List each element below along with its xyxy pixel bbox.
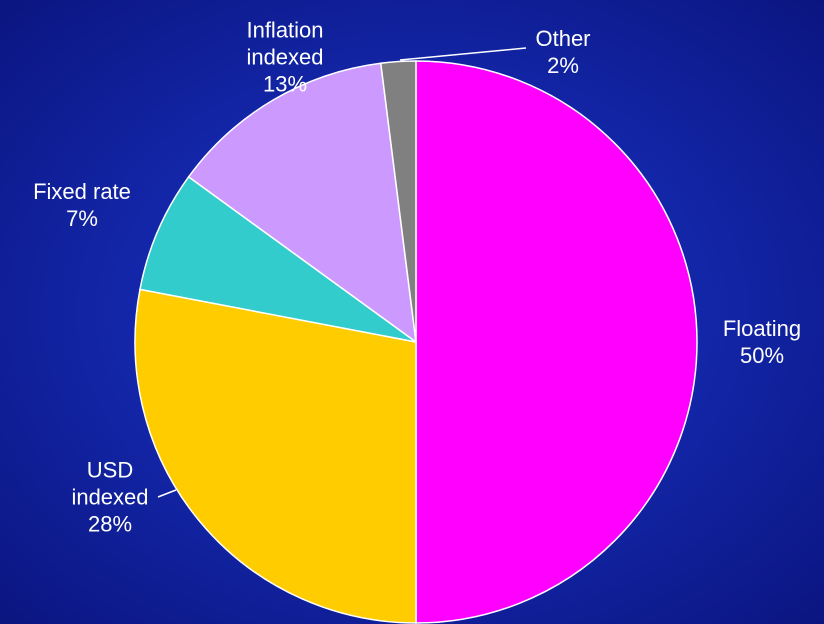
leader-line — [399, 47, 527, 61]
category-label: Floating — [722, 316, 802, 341]
pie-slice — [139, 175, 417, 343]
pie-slice — [134, 288, 417, 624]
value-label: 28% — [87, 511, 133, 537]
slice-label: USD indexed 28% — [65, 457, 155, 538]
slice-label: Other 2% — [518, 25, 608, 79]
category-label: USD indexed — [71, 457, 149, 510]
category-label: Inflation indexed — [246, 17, 324, 70]
category-label: Fixed rate — [33, 179, 131, 204]
value-label: 7% — [66, 206, 98, 231]
category-label: Other — [535, 26, 591, 51]
slice-label: Floating 50% — [692, 315, 824, 369]
pie-slice — [187, 62, 417, 344]
value-label: 13% — [262, 71, 308, 97]
value-label: 50% — [739, 343, 785, 368]
pie-slice — [415, 60, 698, 624]
leader-line — [157, 489, 177, 498]
pie-slice — [379, 60, 417, 343]
slice-label: Fixed rate 7% — [7, 178, 157, 232]
slice-label: Inflation indexed 13% — [230, 17, 340, 98]
value-label: 2% — [547, 53, 579, 78]
